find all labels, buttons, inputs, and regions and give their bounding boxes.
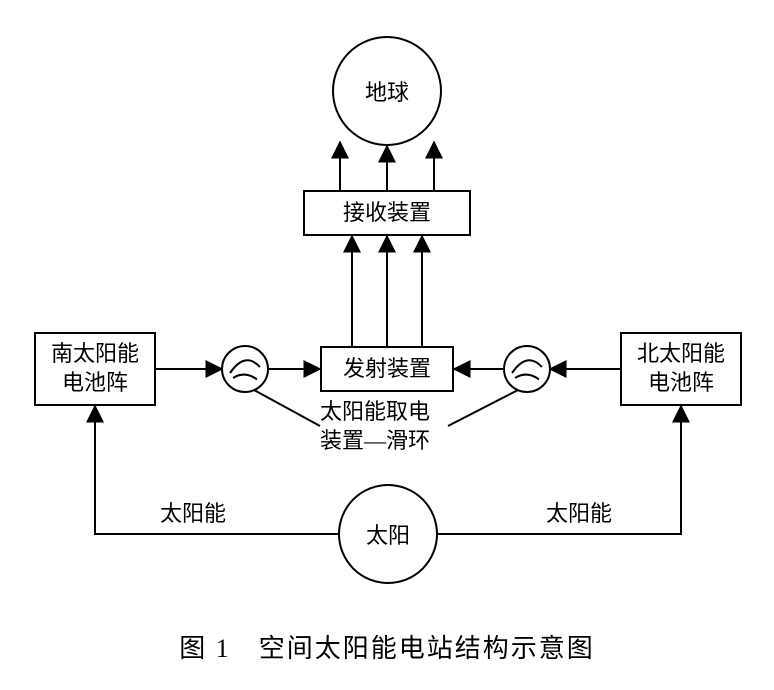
- node-south-array-label: 南太阳能 电池阵: [51, 340, 139, 397]
- node-sun: 太阳: [338, 484, 438, 584]
- label-slipring: 太阳能取电 装置—滑环: [320, 398, 430, 455]
- node-receiver: 接收装置: [303, 190, 471, 236]
- node-receiver-label: 接收装置: [343, 199, 431, 228]
- node-sun-label: 太阳: [366, 518, 410, 550]
- diagram-canvas: 地球 接收装置 发射装置 南太阳能 电池阵 北太阳能 电池阵 太阳 太阳能取电 …: [0, 0, 774, 690]
- node-transmitter: 发射装置: [320, 346, 454, 392]
- node-transmitter-label: 发射装置: [343, 355, 431, 384]
- node-north-array-label: 北太阳能 电池阵: [637, 340, 725, 397]
- label-solar-right: 太阳能: [546, 496, 612, 528]
- node-earth: 地球: [332, 36, 442, 146]
- node-earth-label: 地球: [365, 75, 409, 107]
- node-north-array: 北太阳能 电池阵: [620, 332, 742, 406]
- node-south-array: 南太阳能 电池阵: [34, 332, 156, 406]
- figure-caption: 图 1 空间太阳能电站结构示意图: [0, 628, 774, 665]
- label-solar-left: 太阳能: [160, 496, 226, 528]
